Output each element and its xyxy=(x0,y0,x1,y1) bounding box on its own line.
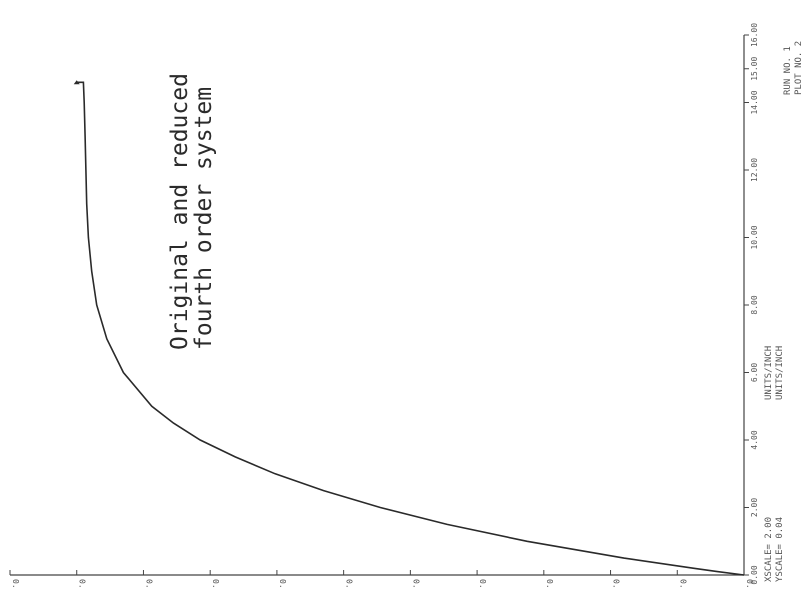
chart-axes xyxy=(10,35,745,576)
x-tick-group: 0.00 2.00 4.00 6.00 8.00 10.00 12.00 14.00 15.00… xyxy=(744,23,759,585)
x-tick-label: 4.00 xyxy=(750,430,759,449)
x-tick-label: 6.00 xyxy=(750,363,759,382)
x-tick-label: 14.00 xyxy=(750,90,759,114)
y-tick-label: 0.24 xyxy=(345,579,354,589)
y-tick-label: 0.16 xyxy=(478,579,487,589)
x-tick-label: 8.00 xyxy=(750,295,759,314)
footer-info: XSCALE= 2.00 YSCALE= 0.04 UNITS/INCH UNI… xyxy=(764,41,804,582)
run-number: RUN NO. 1 xyxy=(783,46,793,95)
y-tick-label: 0.12 xyxy=(545,579,554,589)
y-tick-label: 0.00 xyxy=(745,579,754,589)
y-tick-label: 0.04 xyxy=(678,579,687,589)
yscale-label: YSCALE= 0.04 xyxy=(775,517,785,582)
y-tick-label: 0.40 xyxy=(78,579,87,589)
x-tick-label: 0.00 xyxy=(750,565,759,584)
chart-title: Original and reduced fourth order system xyxy=(167,73,217,350)
x-tick-label: 2.00 xyxy=(750,498,759,517)
y-tick-label: 0.28 xyxy=(278,579,287,589)
yscale-unit: UNITS/INCH xyxy=(775,346,785,400)
y-tick-label: 0.32 xyxy=(211,579,220,589)
x-tick-label: 12.00 xyxy=(750,158,759,182)
series-line xyxy=(76,81,745,576)
y-tick-label: 0.20 xyxy=(411,579,420,589)
title-line-1: Original and reduced xyxy=(167,73,193,350)
x-tick-label: 10.00 xyxy=(750,225,759,249)
series-end-marker xyxy=(73,80,80,85)
y-tick-label: 0.36 xyxy=(144,579,153,589)
plot-number: PLOT NO. 2 xyxy=(794,41,804,95)
xscale-unit: UNITS/INCH xyxy=(764,346,774,400)
y-tick-label: 0.44 xyxy=(11,579,20,589)
title-line-2: fourth order system xyxy=(191,87,217,350)
x-tick-label: 15.00 xyxy=(750,57,759,81)
x-tick-label: 16.00 xyxy=(750,23,759,47)
xscale-label: XSCALE= 2.00 xyxy=(764,517,774,582)
y-tick-label: 0.08 xyxy=(612,579,621,589)
y-tick-group: 0.00 0.04 0.08 0.12 0.16 0.20 0.24 0.28 0.32 0.36… xyxy=(9,570,754,589)
series-group xyxy=(73,80,745,576)
